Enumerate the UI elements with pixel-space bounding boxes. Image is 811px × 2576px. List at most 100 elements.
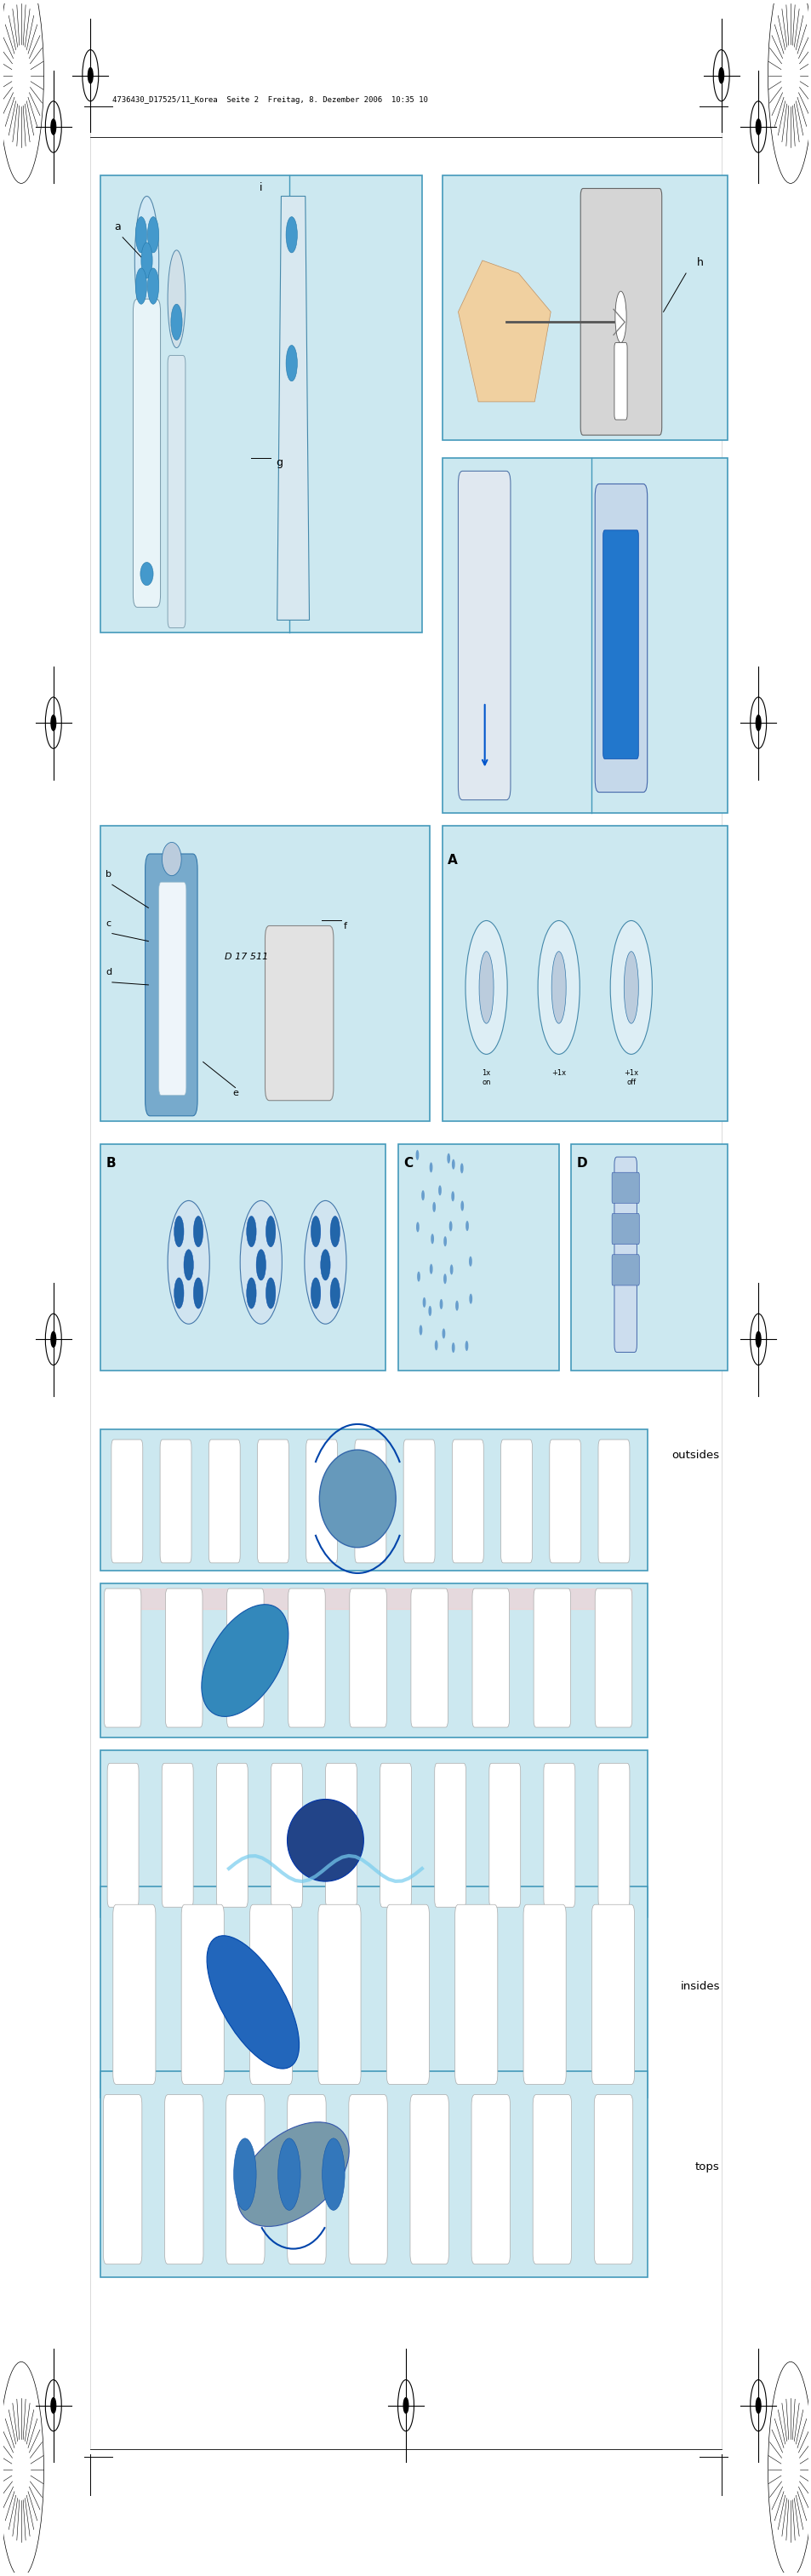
Circle shape xyxy=(193,1278,203,1309)
FancyBboxPatch shape xyxy=(549,1440,581,1564)
FancyBboxPatch shape xyxy=(570,1144,727,1370)
Text: B: B xyxy=(105,1157,115,1170)
Circle shape xyxy=(141,242,152,278)
FancyBboxPatch shape xyxy=(111,1440,143,1564)
FancyBboxPatch shape xyxy=(442,175,727,440)
FancyBboxPatch shape xyxy=(161,1762,193,1906)
Ellipse shape xyxy=(319,1450,396,1548)
FancyBboxPatch shape xyxy=(452,1440,483,1564)
FancyBboxPatch shape xyxy=(287,2094,326,2264)
FancyBboxPatch shape xyxy=(271,1762,302,1906)
Circle shape xyxy=(442,1329,445,1340)
FancyBboxPatch shape xyxy=(500,1440,532,1564)
Circle shape xyxy=(443,1236,446,1247)
Text: e: e xyxy=(233,1090,238,1097)
Circle shape xyxy=(311,1216,320,1247)
Text: 4736430_D17525/11_Korea  Seite 2  Freitag, 8. Dezember 2006  10:35 10: 4736430_D17525/11_Korea Seite 2 Freitag,… xyxy=(112,95,427,103)
FancyBboxPatch shape xyxy=(471,2094,509,2264)
Ellipse shape xyxy=(168,250,185,348)
FancyBboxPatch shape xyxy=(410,1589,448,1728)
Circle shape xyxy=(719,67,723,82)
Circle shape xyxy=(755,2398,760,2414)
FancyBboxPatch shape xyxy=(442,459,727,814)
Circle shape xyxy=(443,1273,446,1283)
FancyBboxPatch shape xyxy=(614,343,627,420)
Circle shape xyxy=(51,716,56,732)
FancyBboxPatch shape xyxy=(580,188,661,435)
Circle shape xyxy=(460,1164,463,1175)
Text: insides: insides xyxy=(680,1981,719,1991)
Circle shape xyxy=(285,216,297,252)
Circle shape xyxy=(465,920,507,1054)
FancyBboxPatch shape xyxy=(208,1440,240,1564)
Circle shape xyxy=(148,268,159,304)
Circle shape xyxy=(755,118,760,134)
Circle shape xyxy=(330,1216,340,1247)
Circle shape xyxy=(234,2138,256,2210)
FancyBboxPatch shape xyxy=(591,1904,634,2084)
FancyBboxPatch shape xyxy=(318,1904,360,2084)
Circle shape xyxy=(148,216,159,252)
Circle shape xyxy=(755,1332,760,1347)
FancyBboxPatch shape xyxy=(598,1762,629,1906)
FancyBboxPatch shape xyxy=(107,1762,139,1906)
Circle shape xyxy=(320,1249,330,1280)
Text: +1x
off: +1x off xyxy=(624,1069,638,1087)
Circle shape xyxy=(447,1154,450,1164)
Polygon shape xyxy=(457,260,550,402)
FancyBboxPatch shape xyxy=(217,1762,247,1906)
Ellipse shape xyxy=(240,1200,281,1324)
FancyBboxPatch shape xyxy=(145,853,197,1115)
Circle shape xyxy=(438,1185,441,1195)
Circle shape xyxy=(451,1190,454,1200)
Ellipse shape xyxy=(287,1798,363,1880)
Text: D: D xyxy=(576,1157,586,1170)
FancyBboxPatch shape xyxy=(100,824,430,1121)
Ellipse shape xyxy=(624,951,637,1023)
FancyBboxPatch shape xyxy=(325,1762,357,1906)
FancyBboxPatch shape xyxy=(225,2094,264,2264)
Ellipse shape xyxy=(135,196,159,325)
FancyBboxPatch shape xyxy=(472,1589,508,1728)
FancyBboxPatch shape xyxy=(257,1440,289,1564)
Circle shape xyxy=(51,118,56,134)
Circle shape xyxy=(431,1234,434,1244)
FancyBboxPatch shape xyxy=(614,1157,636,1352)
Circle shape xyxy=(322,2138,345,2210)
FancyBboxPatch shape xyxy=(100,1584,646,1739)
Ellipse shape xyxy=(207,1935,299,2069)
FancyBboxPatch shape xyxy=(165,1589,202,1728)
FancyBboxPatch shape xyxy=(100,1752,646,1917)
FancyBboxPatch shape xyxy=(250,1904,292,2084)
FancyBboxPatch shape xyxy=(611,1172,638,1203)
FancyBboxPatch shape xyxy=(100,1886,646,2097)
FancyBboxPatch shape xyxy=(103,2094,142,2264)
Circle shape xyxy=(417,1273,420,1283)
Circle shape xyxy=(174,1216,183,1247)
FancyBboxPatch shape xyxy=(226,1589,264,1728)
Circle shape xyxy=(256,1249,266,1280)
Circle shape xyxy=(448,1221,452,1231)
Circle shape xyxy=(429,1162,432,1172)
Circle shape xyxy=(466,1221,468,1231)
FancyBboxPatch shape xyxy=(532,2094,571,2264)
Circle shape xyxy=(330,1278,340,1309)
Polygon shape xyxy=(277,196,309,621)
Circle shape xyxy=(171,304,182,340)
Text: a: a xyxy=(114,222,121,232)
FancyBboxPatch shape xyxy=(160,1440,191,1564)
Circle shape xyxy=(416,1221,419,1231)
FancyBboxPatch shape xyxy=(442,824,727,1121)
FancyBboxPatch shape xyxy=(594,2094,633,2264)
Circle shape xyxy=(449,1265,453,1275)
Circle shape xyxy=(460,1200,463,1211)
Text: tops: tops xyxy=(694,2161,719,2172)
FancyBboxPatch shape xyxy=(159,881,186,1095)
Circle shape xyxy=(277,2138,300,2210)
Circle shape xyxy=(538,920,579,1054)
Circle shape xyxy=(266,1278,275,1309)
Text: h: h xyxy=(697,258,703,268)
Text: A: A xyxy=(448,853,457,866)
FancyBboxPatch shape xyxy=(265,925,333,1100)
FancyBboxPatch shape xyxy=(611,1213,638,1244)
